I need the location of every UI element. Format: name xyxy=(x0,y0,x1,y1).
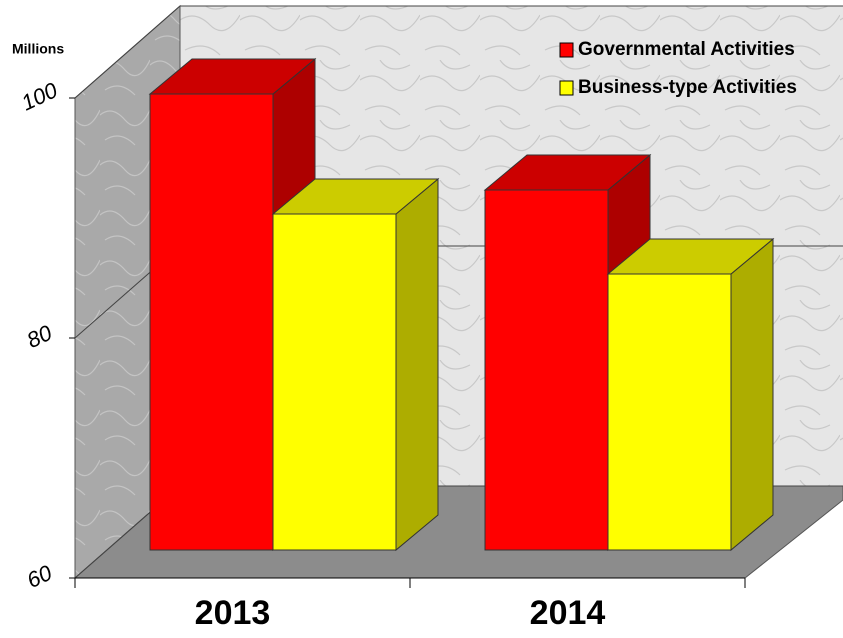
x-tick-label: 2014 xyxy=(530,594,606,632)
bar-front xyxy=(149,93,274,551)
y-tick-label: 80 xyxy=(23,320,56,353)
bar xyxy=(606,237,775,552)
bar xyxy=(271,177,440,552)
bar-side xyxy=(395,177,439,552)
bar-front xyxy=(607,273,732,551)
bar-front xyxy=(484,189,609,551)
legend-label: Governmental Activities xyxy=(578,39,795,60)
legend-swatch xyxy=(559,80,574,96)
bar-front xyxy=(272,213,397,551)
y-tick-label: 60 xyxy=(23,560,56,593)
bar-side xyxy=(730,237,774,552)
legend-label: Business-type Activities xyxy=(578,77,797,98)
legend-swatch xyxy=(559,42,574,58)
grid-line xyxy=(74,5,843,99)
y-tick-label: 100 xyxy=(17,77,62,115)
y-axis-label: Millions xyxy=(12,41,64,57)
x-tick-label: 2013 xyxy=(195,594,271,632)
